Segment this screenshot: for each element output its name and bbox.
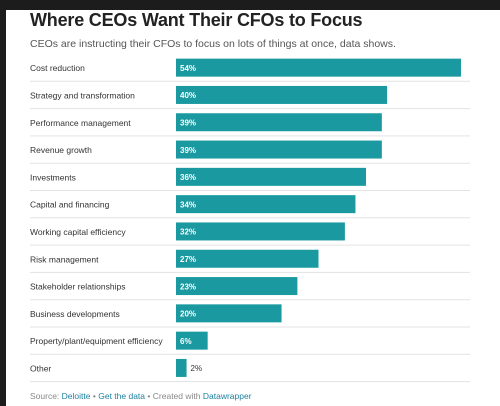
bar <box>176 249 319 268</box>
category-label: Property/plant/equipment efficiency <box>30 336 163 346</box>
bar <box>176 140 382 159</box>
window-top-edge <box>0 0 500 10</box>
value-label: 40% <box>180 91 196 100</box>
category-label: Performance management <box>30 118 131 128</box>
bar <box>176 85 388 104</box>
category-label: Stakeholder relationships <box>30 282 125 292</box>
chart-title: Where CEOs Want Their CFOs to Focus <box>30 10 363 30</box>
chart-subtitle: CEOs are instructing their CFOs to focus… <box>30 38 396 50</box>
category-label: Investments <box>30 172 76 182</box>
value-label: 36% <box>180 173 196 182</box>
bar <box>176 222 345 241</box>
category-label: Strategy and transformation <box>30 90 135 100</box>
source-label: Source: <box>30 391 60 401</box>
value-label: 27% <box>180 255 196 264</box>
value-label: 39% <box>180 146 196 155</box>
category-label: Working capital efficiency <box>30 227 126 237</box>
value-label: 34% <box>180 200 196 209</box>
created-with-label: Created with <box>152 391 201 401</box>
bar <box>176 277 298 296</box>
value-label: 32% <box>180 228 196 237</box>
value-label: 39% <box>180 118 196 127</box>
value-label: 2% <box>191 364 203 373</box>
bar <box>176 358 187 377</box>
bar <box>176 195 356 214</box>
category-label: Revenue growth <box>30 145 92 155</box>
footer-separator: • <box>92 391 96 401</box>
bar <box>176 304 282 323</box>
value-label: 54% <box>180 64 196 73</box>
bar <box>176 58 461 77</box>
source-link[interactable]: Deloitte <box>61 391 91 401</box>
bar <box>176 113 382 132</box>
category-label: Other <box>30 363 51 373</box>
category-label: Cost reduction <box>30 63 85 73</box>
category-label: Risk management <box>30 254 99 264</box>
datawrapper-link[interactable]: Datawrapper <box>202 391 252 401</box>
value-label: 20% <box>180 310 196 319</box>
footer-separator: • <box>147 391 151 401</box>
bar <box>176 167 366 186</box>
get-data-link[interactable]: Get the data <box>98 391 146 401</box>
category-label: Business developments <box>30 309 120 319</box>
window-left-edge <box>0 0 6 406</box>
bar <box>176 331 208 350</box>
category-label: Capital and financing <box>30 200 110 210</box>
chart-footer: Source: Deloitte • Get the data • Create… <box>30 391 252 401</box>
value-label: 23% <box>180 282 196 291</box>
value-label: 6% <box>180 337 192 346</box>
